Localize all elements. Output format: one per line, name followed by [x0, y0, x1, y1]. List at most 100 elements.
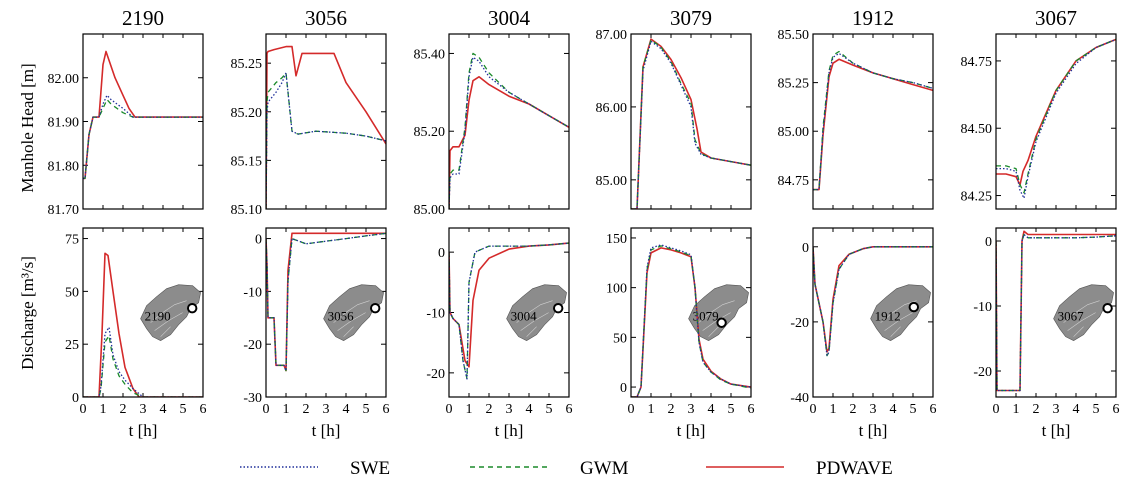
x-axis-label: t [h] [677, 421, 706, 440]
series-group [813, 246, 933, 357]
x-tick-label: 1 [648, 402, 655, 417]
catchment-shape [870, 284, 931, 342]
x-tick-label: 2 [668, 402, 675, 417]
x-tick-label: 3 [688, 402, 695, 417]
x-tick-label: 4 [343, 402, 350, 417]
series-line-pdwave [631, 38, 751, 209]
series-line-swe [813, 52, 933, 191]
catchment-shape [688, 284, 749, 342]
ylabel-head: Manhole Head [m] [18, 63, 37, 192]
y-tick-label: 0 [620, 381, 627, 396]
network-map: 2190 [140, 284, 201, 342]
series-line-pdwave [266, 45, 386, 209]
x-tick-label: 4 [890, 402, 897, 417]
x-axis-label: t [h] [859, 421, 888, 440]
x-tick-label: 3 [506, 402, 513, 417]
y-tick-label: -10 [973, 300, 992, 315]
legend-label-gwm: GWM [580, 458, 629, 479]
x-tick-label: 4 [1073, 402, 1080, 417]
panel-title: 3067 [1035, 6, 1077, 30]
panel-title: 3079 [670, 6, 712, 30]
plot-frame [265, 33, 387, 210]
series-line-swe [631, 40, 751, 209]
series-line-swe [631, 244, 751, 397]
manhole-marker [908, 301, 919, 313]
series-line-pdwave [449, 76, 569, 209]
series-line-pdwave [83, 252, 203, 397]
y-tick-label: 150 [606, 232, 627, 247]
y-tick-label: 87.00 [596, 28, 628, 43]
y-tick-label: 0 [985, 235, 992, 250]
x-tick-label: 2 [303, 402, 310, 417]
x-tick-label: 3 [323, 402, 330, 417]
plot-frame [812, 33, 934, 210]
y-tick-label: 84.75 [778, 174, 810, 189]
plot-frame [630, 33, 752, 210]
x-axis-label: t [h] [1042, 421, 1071, 440]
x-tick-label: 5 [180, 402, 187, 417]
x-tick-label: 4 [160, 402, 167, 417]
y-tick-label: 85.10 [231, 203, 263, 218]
x-tick-label: 3 [1053, 402, 1060, 417]
map-label: 3079 [693, 309, 719, 324]
series-group [449, 52, 569, 209]
manhole-marker [370, 302, 381, 314]
network-map: 3079 [688, 284, 749, 342]
legend-label-pdwave: PDWAVE [816, 458, 893, 479]
series-group [83, 50, 203, 180]
y-tick-label: 100 [606, 282, 627, 297]
panel-title: 3004 [488, 6, 531, 30]
series-line-swe [266, 232, 386, 372]
panel-title: 3056 [305, 6, 347, 30]
panel-head-2: 3004 85.00 85.20 85.40 [414, 6, 570, 218]
x-tick-label: 6 [383, 402, 390, 417]
y-tick-label: 50 [65, 285, 79, 300]
y-tick-label: 85.40 [414, 47, 446, 62]
legend-label-swe: SWE [350, 458, 390, 479]
pipe-network [880, 300, 917, 337]
series-line-swe [996, 233, 1116, 392]
series-line-gwm [631, 39, 751, 209]
panel-title: 2190 [122, 6, 164, 30]
series-group [813, 50, 933, 191]
y-tick-label: -10 [426, 307, 445, 322]
y-tick-label: 0 [255, 233, 262, 248]
x-axis-label: t [h] [312, 421, 341, 440]
y-tick-label: 81.80 [48, 159, 80, 174]
x-tick-label: 1 [830, 402, 837, 417]
x-tick-label: 4 [526, 402, 533, 417]
y-tick-label: 85.00 [778, 125, 810, 140]
plot-frame [265, 227, 387, 398]
x-tick-label: 2 [120, 402, 127, 417]
pipe-network [698, 300, 735, 337]
manhole-marker [716, 317, 727, 328]
y-tick-label: 85.50 [778, 28, 810, 43]
y-tick-label: 85.20 [414, 125, 446, 140]
y-tick-label: -20 [426, 367, 445, 382]
series-line-gwm [631, 245, 751, 397]
series-line-pdwave [813, 58, 933, 191]
plot-frame [82, 227, 204, 398]
y-tick-label: 0 [802, 241, 809, 256]
y-tick-label: -20 [973, 365, 992, 380]
y-tick-label: 85.15 [231, 154, 263, 169]
series-line-pdwave [996, 230, 1116, 392]
series-group [996, 38, 1116, 199]
panel-head-1: 3056 85.10 85.15 85.20 85.25 [231, 6, 387, 218]
x-tick-label: 5 [728, 402, 735, 417]
x-tick-label: 1 [283, 402, 290, 417]
y-tick-label: 81.70 [48, 203, 80, 218]
pipe-network [1063, 300, 1100, 337]
x-tick-label: 0 [80, 402, 87, 417]
series-line-swe [266, 72, 386, 209]
x-tick-label: 2 [1033, 402, 1040, 417]
x-tick-label: 5 [546, 402, 553, 417]
pipe-network [333, 300, 370, 337]
plot-frame [995, 227, 1117, 398]
y-tick-label: 50 [613, 331, 627, 346]
